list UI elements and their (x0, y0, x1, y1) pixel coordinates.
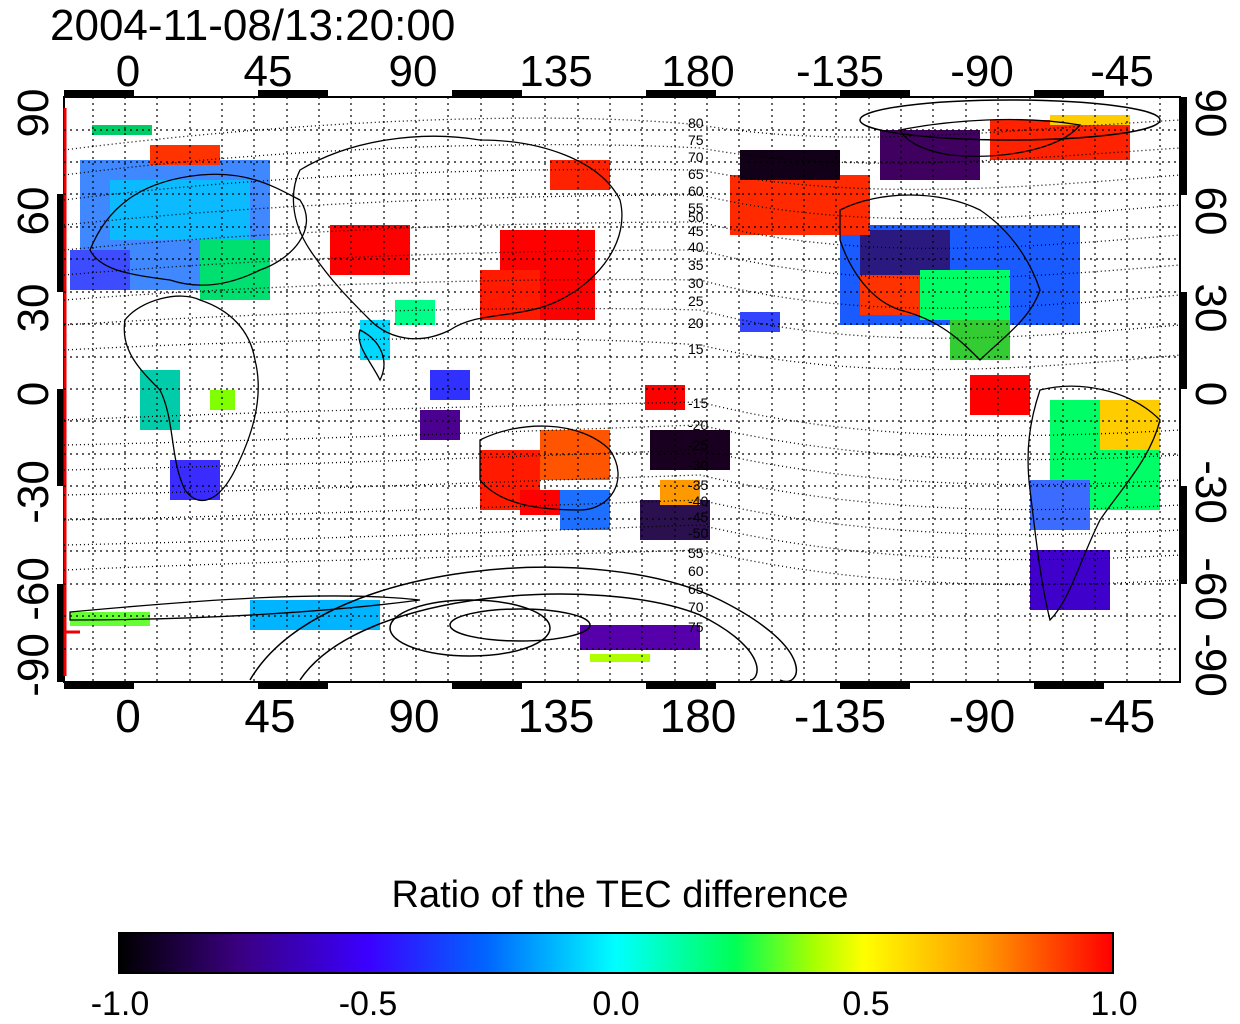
lon-tick-label: -135 (794, 690, 886, 742)
right-latitude-axis: 90 60 30 0 -30 -60 -90 (1186, 89, 1235, 697)
colorbar-title: Ratio of the TEC difference (391, 874, 849, 916)
contour-label: 60 (688, 563, 704, 579)
contour-label: -40 (688, 493, 708, 509)
lon-tick-label: 180 (661, 47, 734, 96)
lon-tick-label: -90 (950, 47, 1014, 96)
contour-label: 55 (688, 200, 704, 216)
south-magnetic-pole-contour (449, 608, 591, 642)
lat-tick-label: 60 (1186, 187, 1235, 236)
contour-labels: 80 75 70 65 60 55 50 45 40 35 30 25 20 1… (688, 115, 708, 635)
contour-label: 45 (688, 223, 704, 239)
lat-tick-label: 30 (1186, 284, 1235, 333)
lon-tick-label: 180 (660, 690, 737, 742)
lat-tick-label: -30 (9, 460, 58, 524)
map-title: 2004-11-08/13:20:00 (50, 1, 456, 50)
lon-tick-label: 135 (519, 47, 592, 96)
contour-label: 55 (688, 545, 704, 561)
tec-ratio-map: 80 75 70 65 60 55 50 45 40 35 30 25 20 1… (9, 47, 1235, 742)
colorbar-tick-label: 0.5 (842, 985, 890, 1023)
contour-label: 60 (688, 183, 704, 199)
contour-label: 30 (688, 275, 704, 291)
contour-label: 35 (688, 257, 704, 273)
lon-tick-label: 90 (388, 690, 439, 742)
bottom-longitude-axis: 0 45 90 135 180 -135 -90 -45 (115, 690, 1155, 742)
contour-label: 15 (688, 341, 704, 357)
lat-tick-label: -60 (1186, 557, 1235, 621)
contour-label: 50 (688, 209, 704, 225)
colorbar (118, 932, 1114, 974)
lon-tick-label: 90 (389, 47, 438, 96)
colorbar-tick-label: 1.0 (1090, 985, 1138, 1023)
tec-data-patches (70, 115, 1160, 662)
contour-label: 70 (688, 149, 704, 165)
lon-tick-label: 45 (244, 690, 295, 742)
lat-tick-label: -90 (9, 633, 58, 697)
contour-label: 40 (688, 239, 704, 255)
lon-tick-label: -45 (1089, 690, 1155, 742)
contour-label: -30 (688, 457, 708, 473)
colorbar-tick-label: -0.5 (338, 985, 398, 1023)
lat-tick-label: 60 (9, 187, 58, 236)
lon-tick-label: 0 (116, 47, 140, 96)
contour-label: -50 (688, 525, 708, 541)
colorbar-tick-label: 0.0 (592, 985, 640, 1023)
contour-label: 70 (688, 599, 704, 615)
coastlines (69, 118, 1161, 622)
lat-tick-label: 30 (9, 284, 58, 333)
contour-label: 75 (688, 132, 704, 148)
contour-label: -15 (688, 395, 708, 411)
contour-label: 20 (688, 315, 704, 331)
contour-label: 65 (688, 581, 704, 597)
lat-tick-label: -90 (1186, 633, 1235, 697)
lat-tick-label: -30 (1186, 460, 1235, 524)
lat-tick-label: -60 (9, 557, 58, 621)
lon-tick-label: -45 (1090, 47, 1154, 96)
lon-tick-label: -90 (949, 690, 1015, 742)
contour-label: -20 (688, 417, 708, 433)
lon-tick-label: 45 (244, 47, 293, 96)
contour-label: 65 (688, 166, 704, 182)
colorbar-tick-label: -1.0 (90, 985, 150, 1023)
north-magnetic-pole-contour (859, 99, 1161, 141)
contour-label: -25 (688, 437, 708, 453)
lat-tick-label: 0 (1186, 382, 1235, 406)
lat-tick-label: 0 (9, 382, 58, 406)
contour-label: 80 (688, 115, 704, 131)
contour-label: -45 (688, 509, 708, 525)
lat-tick-label: 90 (1186, 89, 1235, 138)
lon-tick-label: -135 (796, 47, 884, 96)
lat-tick-label: 90 (9, 89, 58, 138)
contour-label: -35 (688, 477, 708, 493)
left-latitude-axis: 90 60 30 0 -30 -60 -90 (9, 89, 58, 697)
lon-tick-label: 135 (518, 690, 595, 742)
lon-tick-label: 0 (115, 690, 141, 742)
top-longitude-axis: 0 45 90 135 180 -135 -90 -45 (116, 47, 1154, 96)
contour-label: 25 (688, 293, 704, 309)
contour-label: 75 (688, 619, 704, 635)
